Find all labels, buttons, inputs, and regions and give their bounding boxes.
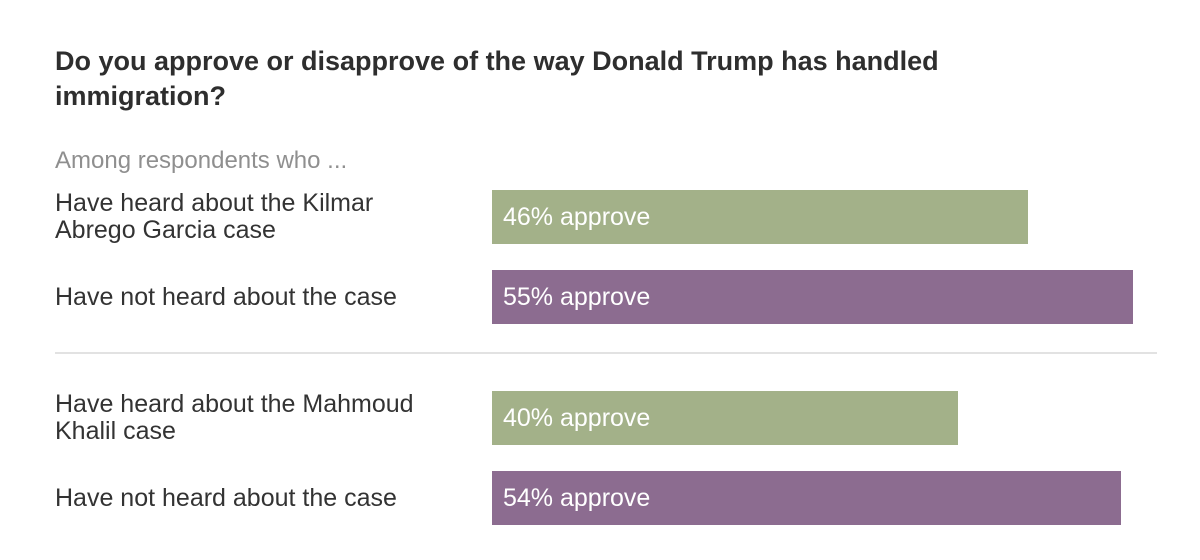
bar-value-label: 54% approve — [503, 483, 651, 512]
approval-bar-heard-khalil: 40% approve — [492, 391, 958, 445]
approval-bar-not-heard-kilmar: 55% approve — [492, 270, 1133, 324]
bar-track: 46% approve — [492, 190, 1157, 244]
row-label: Have heard about the Mahmoud Khalil case — [55, 390, 414, 445]
bar-track: 55% approve — [492, 270, 1157, 324]
chart-row-heard-kilmar: Have heard about the Kilmar Abrego Garci… — [55, 190, 1157, 244]
bar-track: 40% approve — [492, 391, 1157, 445]
chart-group-kilmar-abrego-garcia: Have heard about the Kilmar Abrego Garci… — [55, 190, 1157, 324]
approval-bar-heard-kilmar: 46% approve — [492, 190, 1028, 244]
row-label: Have not heard about the case — [55, 483, 397, 512]
chart-row-not-heard-kilmar: Have not heard about the case 55% approv… — [55, 270, 1157, 324]
bar-value-label: 40% approve — [503, 403, 651, 432]
chart-row-heard-khalil: Have heard about the Mahmoud Khalil case… — [55, 391, 1157, 445]
chart-row-not-heard-khalil: Have not heard about the case 54% approv… — [55, 471, 1157, 525]
bar-value-label: 55% approve — [503, 282, 651, 311]
bar-value-label: 46% approve — [503, 202, 651, 231]
chart-subtitle: Among respondents who ... — [55, 147, 348, 174]
chart-title: Do you approve or disapprove of the way … — [55, 46, 939, 111]
row-label: Have not heard about the case — [55, 282, 397, 311]
approval-bar-not-heard-khalil: 54% approve — [492, 471, 1121, 525]
bar-track: 54% approve — [492, 471, 1157, 525]
chart-group-mahmoud-khalil: Have heard about the Mahmoud Khalil case… — [55, 391, 1157, 525]
row-label: Have heard about the Kilmar Abrego Garci… — [55, 189, 374, 244]
group-divider — [55, 352, 1157, 354]
